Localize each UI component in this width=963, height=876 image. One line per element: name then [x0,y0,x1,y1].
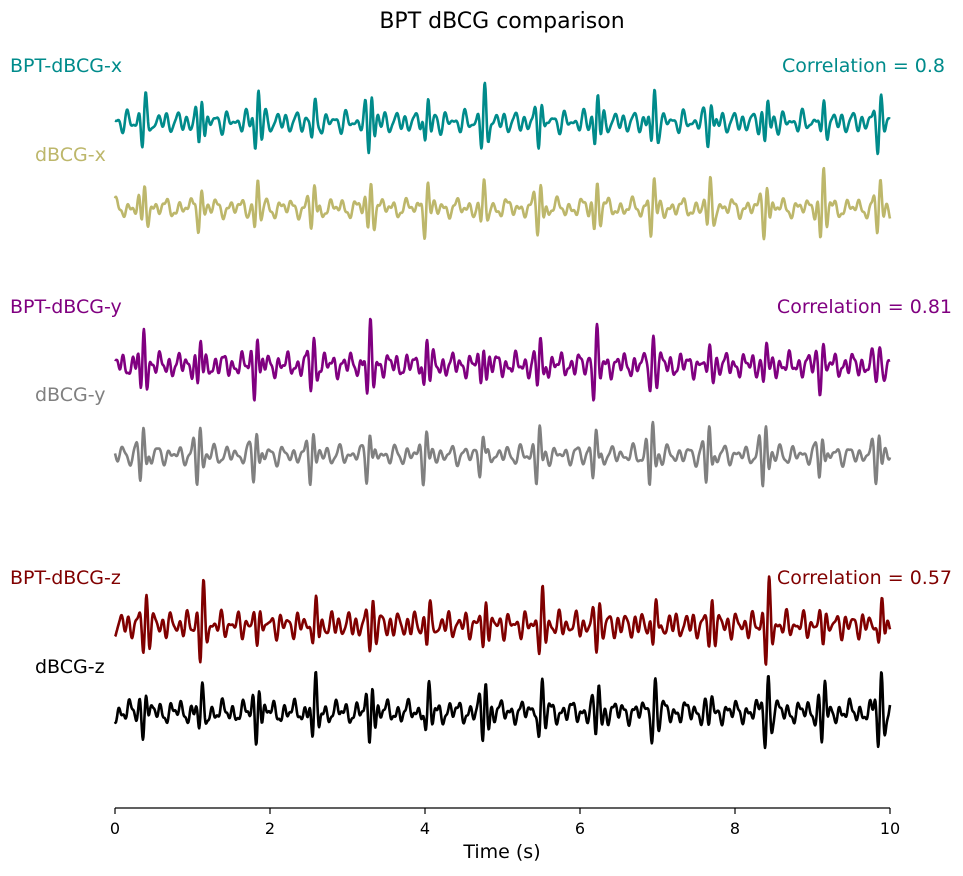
x-tick-label: 8 [730,819,740,838]
series-label-bpt-dbcg-y: BPT-dBCG-y [10,296,122,318]
x-axis-label: Time (s) [462,841,540,863]
series-label-dbcg-y: dBCG-y [35,384,106,406]
series-line-dbcg-x [113,166,892,241]
chart-title: BPT dBCG comparison [379,9,624,34]
x-tick-label: 0 [110,819,120,838]
traces [113,81,892,750]
x-tick-label: 2 [265,819,275,838]
series-line-bpt-dbcg-y [114,317,891,402]
correlation-label-y: Correlation = 0.81 [777,296,952,318]
series-label-bpt-dbcg-x: BPT-dBCG-x [10,55,122,77]
series-line-bpt-dbcg-z [113,575,892,666]
series-line-dbcg-z [113,671,892,750]
x-axis-ticks: 0 2 4 6 8 10 [110,808,900,838]
series-label-dbcg-z: dBCG-z [35,656,105,678]
x-tick-label: 4 [420,819,430,838]
series-label-dbcg-x: dBCG-x [35,144,106,166]
series-line-bpt-dbcg-x [114,81,891,156]
series-label-bpt-dbcg-z: BPT-dBCG-z [10,567,121,589]
correlation-label-x: Correlation = 0.8 [782,55,945,77]
series-line-dbcg-y [113,420,892,488]
x-tick-label: 6 [575,819,585,838]
correlation-label-z: Correlation = 0.57 [777,567,952,589]
x-tick-label: 10 [880,819,900,838]
